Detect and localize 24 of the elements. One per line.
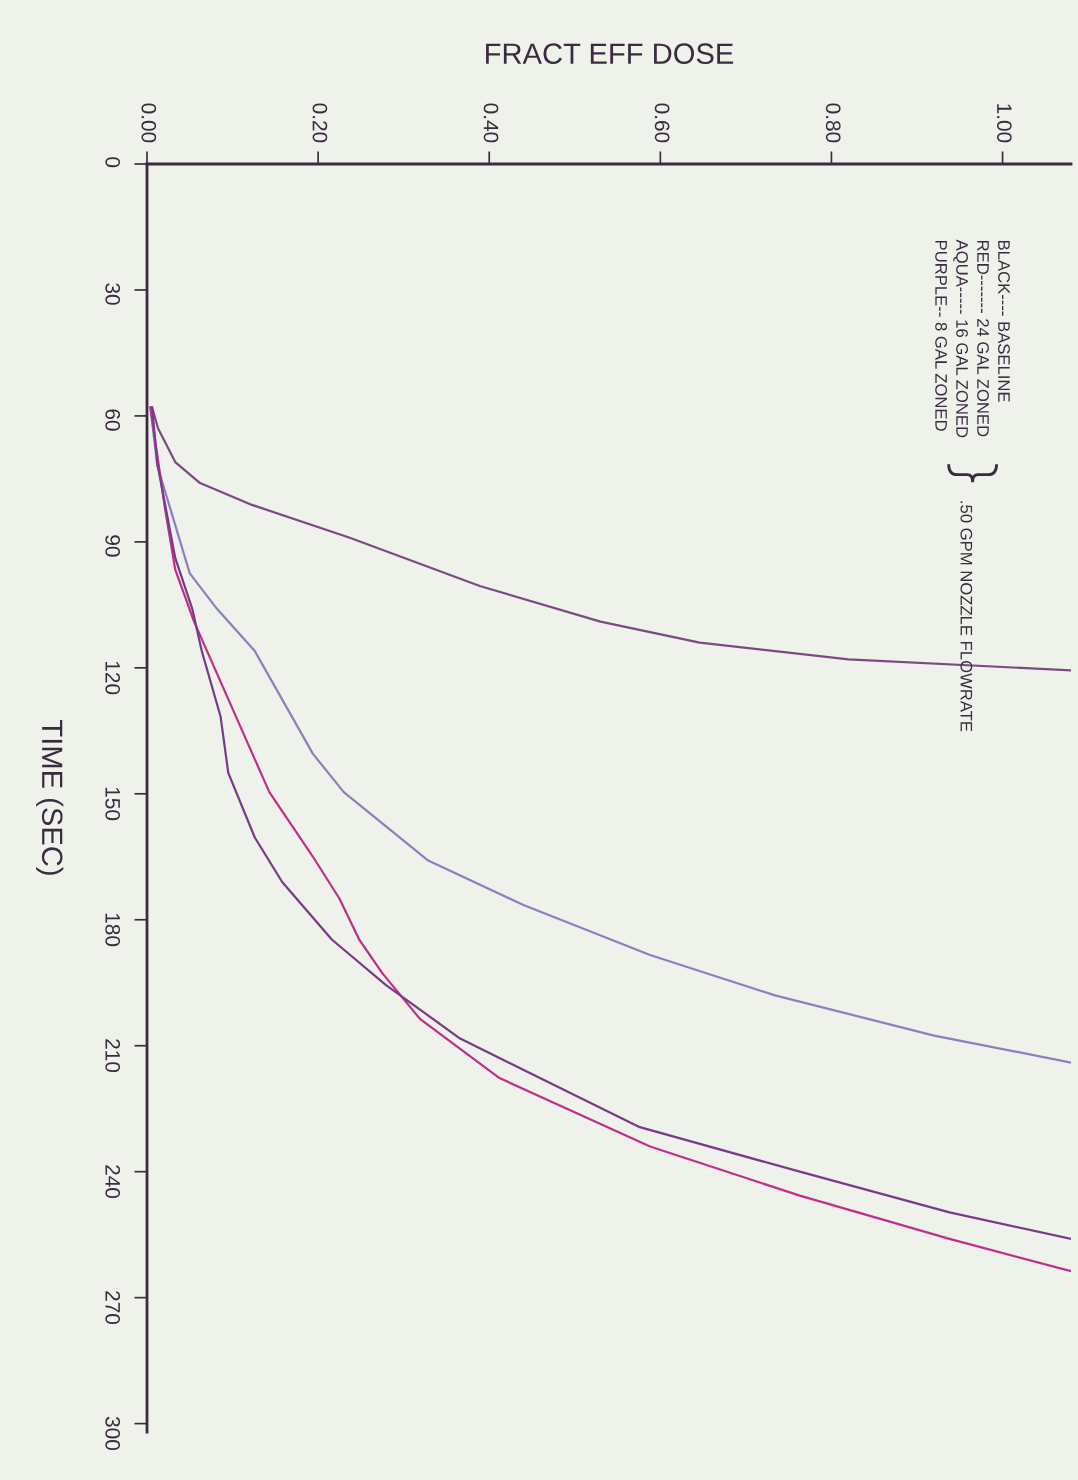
y-tick-label: 210 bbox=[105, 1039, 121, 1073]
y-axis-title: TIME (SEC) bbox=[36, 720, 64, 875]
x-tick-label: 0.40 bbox=[483, 103, 499, 143]
y-tick-label: 240 bbox=[105, 1165, 121, 1199]
x-tick-label: 0.20 bbox=[312, 103, 328, 143]
y-tick-label: 120 bbox=[105, 661, 121, 695]
y-tick-label: 30 bbox=[105, 283, 121, 305]
x-tick-label: 0.60 bbox=[654, 103, 670, 143]
x-tick-label: 1.00 bbox=[996, 104, 1012, 143]
x-tick-label: 0.00 bbox=[141, 103, 157, 143]
y-tick-label: 180 bbox=[105, 913, 121, 947]
y-tick-label: 60 bbox=[105, 409, 121, 431]
y-tick-label: 270 bbox=[105, 1291, 121, 1325]
annotation: RED------- 24 GAL ZONED bbox=[977, 240, 989, 437]
annotation: PURPLE-- 8 GAL ZONED bbox=[935, 240, 947, 431]
x-tick-label: 0.80 bbox=[825, 103, 841, 143]
annotation: BLACK---- BASELINE bbox=[998, 240, 1010, 402]
y-tick-label: 300 bbox=[105, 1416, 121, 1450]
y-tick-label: 150 bbox=[105, 787, 121, 821]
annotation: AQUA----- 16 GAL ZONED bbox=[953, 239, 968, 438]
y-tick-label: 90 bbox=[105, 535, 121, 557]
annotation: .50 GPM NOZZLE FLOWRATE bbox=[960, 501, 973, 732]
x-axis-title: FRACT EFF DOSE bbox=[486, 43, 734, 65]
y-tick-label: 0 bbox=[105, 157, 121, 168]
